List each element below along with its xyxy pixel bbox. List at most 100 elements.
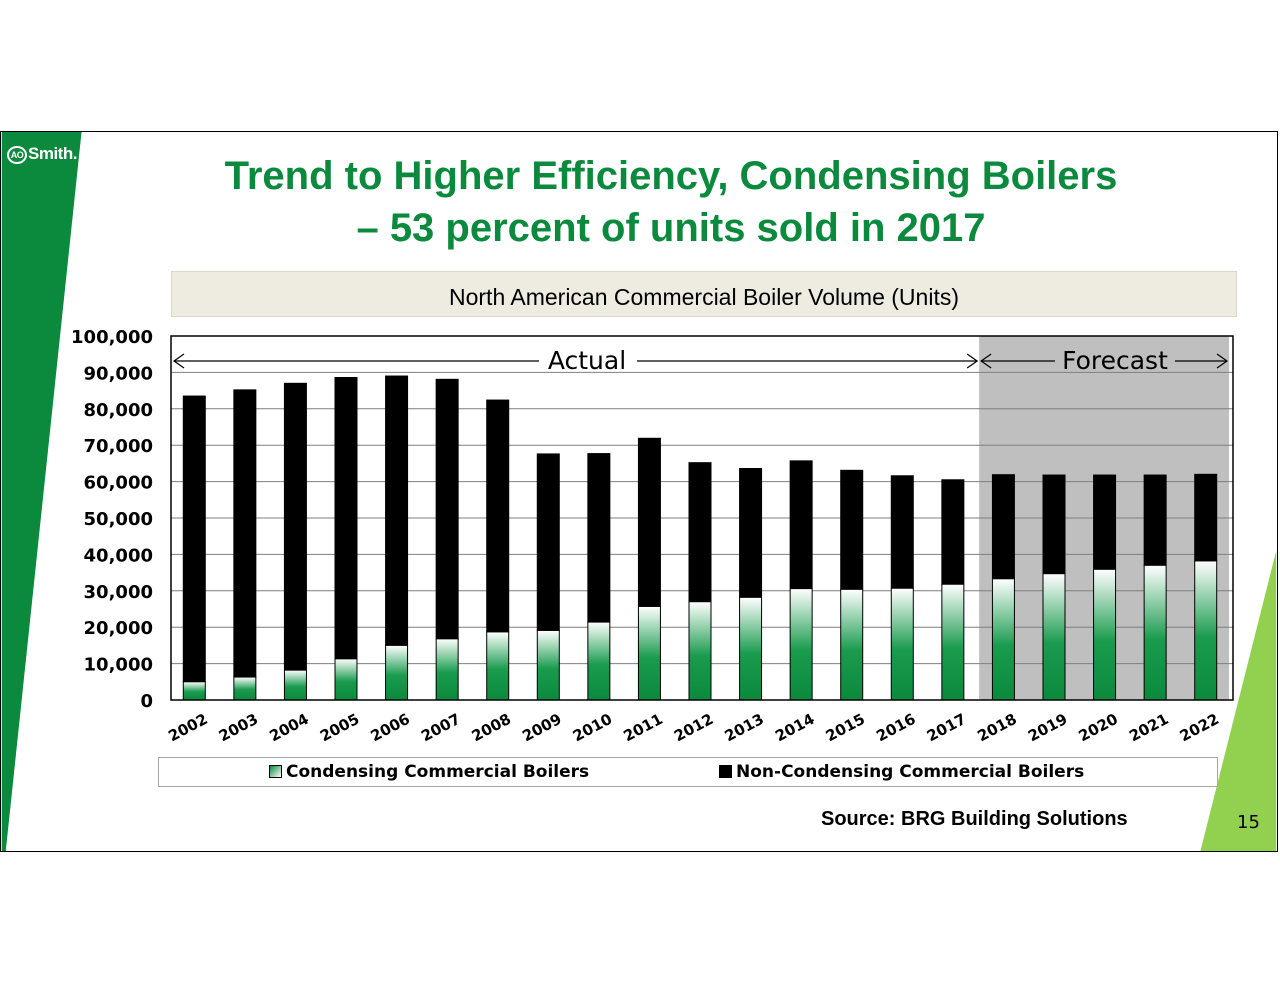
legend-swatch-condensing [269,765,282,778]
y-tick-label: 80,000 [84,400,153,421]
x-tick-label: 2019 [1025,710,1070,745]
x-tick-label: 2020 [1076,710,1121,745]
y-tick-labels: 0 10,000 20,000 30,000 40,000 50,000 60,000 70,… [71,327,153,712]
bar-condensing-2011 [637,605,661,701]
bar-noncondensing-2005 [334,376,358,660]
bar-condensing-2008 [486,631,510,701]
bar-noncondensing-2020 [1093,474,1117,570]
bar-noncondensing-2006 [385,375,409,646]
x-tick-label: 2022 [1177,710,1222,745]
bar-condensing-2020 [1093,568,1117,701]
forecast-label: Forecast [1062,346,1168,375]
x-tick-label: 2016 [873,710,918,745]
y-tick-label: 70,000 [84,436,153,457]
bar-noncondensing-2019 [1042,474,1066,575]
x-tick-label: 2017 [924,710,969,745]
brand-decoration [1,132,1277,851]
x-tick-label: 2006 [368,710,413,745]
bar-condensing-2009 [536,629,560,701]
axes [170,335,1234,701]
bar-noncondensing-2002 [182,395,206,683]
bar-noncondensing-2014 [789,460,813,590]
period-annotations: Actual Forecast [172,346,1229,375]
x-tick-label: 2007 [418,710,463,745]
legend-swatch-noncondensing [719,765,732,778]
bar-condensing-2016 [890,587,914,701]
bar-noncondensing-2010 [587,453,611,623]
y-tick-label: 100,000 [71,327,153,348]
bar-noncondensing-2004 [283,382,307,671]
bar-noncondensing-2012 [688,462,712,603]
bar-noncondensing-2007 [435,378,459,640]
plot-border [170,335,1234,701]
bar-noncondensing-2009 [536,453,560,631]
logo-text: Smith. [28,144,77,163]
y-tick-label: 50,000 [84,509,153,530]
legend-item-condensing: Condensing Commercial Boilers [269,762,589,782]
bar-condensing-2019 [1042,573,1066,701]
bar-condensing-2005 [334,658,358,701]
slide-title-line-1: Trend to Higher Efficiency, Condensing B… [224,154,1118,198]
y-tick-label: 20,000 [84,618,153,639]
forecast-arrow-right-head [1216,353,1229,369]
forecast-arrow-left-head [980,353,992,369]
bar-noncondensing-2017 [941,479,965,585]
bar-condensing-2003 [233,676,257,701]
bar-noncondensing-2018 [991,474,1015,580]
actual-label: Actual [548,346,626,375]
left-green-band [1,132,82,851]
y-tick-label: 30,000 [84,582,153,603]
bar-condensing-2004 [283,669,307,701]
slide-title-line-2: – 53 percent of units sold in 2017 [356,206,986,250]
bar-noncondensing-2022 [1194,473,1218,562]
bar-condensing-2017 [941,583,965,701]
x-tick-label: 2021 [1126,710,1171,745]
y-tick-label: 60,000 [84,473,153,494]
x-tick-label: 2011 [620,710,665,745]
x-tick-label: 2009 [519,710,564,745]
x-tick-labels: 2002 2003 2004 2005 2006 2007 2008 2009 2010 2011… [165,710,1222,745]
bar-noncondensing-2008 [486,399,510,633]
chart-legend: Condensing Commercial Boilers Non-Conden… [158,757,1218,787]
y-tick-label: 40,000 [84,545,153,566]
x-tick-label: 2013 [722,710,767,745]
bar-noncondensing-2015 [840,469,864,590]
x-tick-label: 2005 [317,710,362,745]
actual-arrow-right-head [966,353,979,369]
bar-condensing-2015 [840,588,864,701]
bar-noncondensing-2013 [739,467,763,598]
bar-condensing-2006 [385,644,409,701]
bar-condensing-2021 [1143,564,1167,701]
bar-condensing-2007 [435,638,459,701]
legend-item-noncondensing: Non-Condensing Commercial Boilers [719,762,1084,782]
bar-condensing-2013 [739,596,763,701]
x-tick-label: 2018 [974,710,1019,745]
chart-title: North American Commercial Boiler Volume … [449,284,959,310]
y-tick-label: 90,000 [84,363,153,384]
y-tick-label: 10,000 [84,655,153,676]
company-logo: AO Smith. [7,144,77,164]
y-tick-label: 0 [140,691,153,712]
logo-mark: AO [7,146,27,164]
chart-title-box: North American Commercial Boiler Volume … [171,271,1237,317]
x-tick-label: 2004 [266,710,311,745]
legend-label-condensing: Condensing Commercial Boilers [286,762,590,782]
x-tick-label: 2012 [671,710,716,745]
x-tick-label: 2015 [823,710,868,745]
x-tick-label: 2014 [772,710,817,745]
page-number: 15 [1237,812,1260,833]
x-tick-label: 2003 [216,710,261,745]
bar-condensing-2010 [587,621,611,701]
x-tick-label: 2002 [165,710,210,745]
bars [182,375,1218,701]
bar-noncondensing-2021 [1143,474,1167,566]
bar-condensing-2002 [182,681,206,701]
legend-label-noncondensing: Non-Condensing Commercial Boilers [736,762,1085,782]
x-tick-label: 2008 [469,710,514,745]
bar-noncondensing-2003 [233,389,257,678]
bar-condensing-2012 [688,601,712,701]
slide: AO Smith. Trend to Higher Efficiency, Con… [0,131,1278,852]
source-note: Source: BRG Building Solutions [821,808,1128,830]
bar-condensing-2014 [789,588,813,701]
bar-chart: 0 10,000 20,000 30,000 40,000 50,000 60,000 70,… [71,327,1234,745]
